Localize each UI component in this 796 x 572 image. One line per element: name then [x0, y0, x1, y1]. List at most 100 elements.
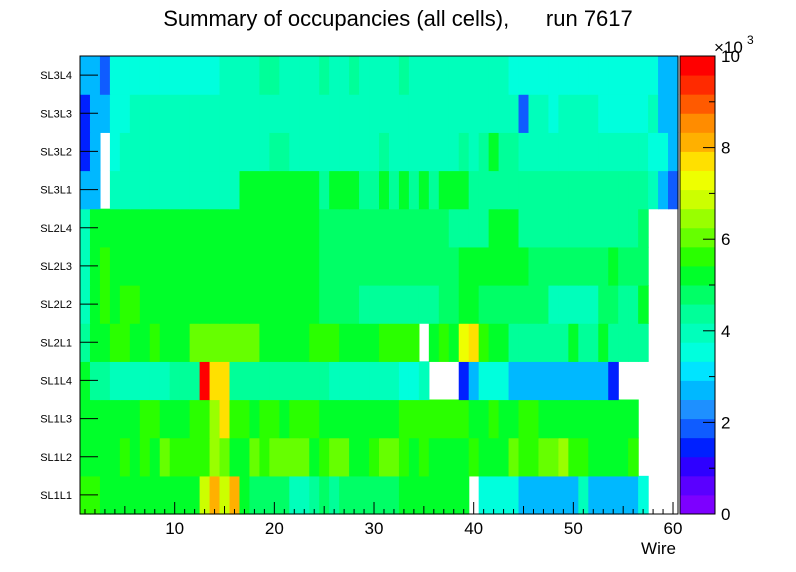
- heatmap-cell: [359, 132, 370, 172]
- heatmap-cell: [379, 323, 390, 362]
- heatmap-cell: [478, 170, 490, 210]
- colorbar-swatch: [680, 56, 715, 76]
- heatmap-cell: [159, 208, 171, 248]
- heatmap-cell: [339, 475, 350, 515]
- heatmap-cell: [518, 56, 530, 95]
- heatmap-cell: [229, 437, 241, 477]
- heatmap-cell: [339, 399, 350, 439]
- heatmap-cell: [608, 132, 619, 172]
- heatmap-cell: [249, 94, 260, 133]
- heatmap-cell: [498, 56, 510, 95]
- heatmap-cell: [259, 94, 270, 133]
- heatmap-cell: [508, 170, 520, 210]
- heatmap-cell: [498, 361, 510, 401]
- heatmap-cell: [339, 170, 350, 210]
- heatmap-cell: [239, 285, 251, 324]
- colorbar-swatch: [680, 437, 715, 458]
- heatmap-cell: [588, 246, 599, 286]
- y-tick-label: SL2L4: [40, 223, 72, 235]
- heatmap-cell: [388, 56, 400, 95]
- heatmap-cell: [578, 170, 589, 210]
- heatmap-cell: [668, 56, 679, 95]
- heatmap-cell: [289, 323, 300, 362]
- heatmap-cell: [558, 399, 569, 439]
- heatmap-cell: [648, 94, 659, 133]
- heatmap-cell: [468, 94, 480, 133]
- heatmap-cell: [99, 361, 111, 401]
- heatmap-cell: [478, 475, 490, 515]
- heatmap-cell: [309, 361, 320, 401]
- heatmap-cell: [209, 475, 221, 515]
- heatmap-cell: [339, 94, 350, 133]
- heatmap-cell: [109, 361, 121, 401]
- heatmap-cell: [588, 170, 599, 210]
- heatmap-cell: [478, 361, 490, 401]
- heatmap-cell: [119, 56, 131, 95]
- heatmap-cell: [548, 132, 559, 172]
- heatmap-cell: [618, 56, 629, 95]
- heatmap-cell: [528, 437, 540, 477]
- heatmap-cell: [528, 475, 540, 515]
- heatmap-cell: [169, 475, 181, 515]
- heatmap-cell: [289, 475, 300, 515]
- heatmap-cell: [179, 475, 191, 515]
- heatmap-cell: [488, 437, 500, 477]
- heatmap-cell: [179, 246, 191, 286]
- heatmap-cell: [269, 475, 280, 515]
- heatmap-cell: [608, 170, 619, 210]
- heatmap-cell: [438, 437, 450, 477]
- heatmap-cell: [458, 246, 470, 286]
- heatmap-cell: [209, 437, 221, 477]
- heatmap-cell: [578, 246, 589, 286]
- colorbar-exponent-power: 3: [747, 33, 754, 47]
- y-tick-label: SL2L2: [40, 299, 72, 311]
- heatmap-cell: [99, 399, 111, 439]
- heatmap-cell: [638, 475, 649, 515]
- heatmap-cell: [209, 246, 221, 286]
- heatmap-cell: [578, 399, 589, 439]
- heatmap-cell: [179, 56, 191, 95]
- heatmap-cell: [608, 475, 619, 515]
- heatmap-cell: [119, 132, 131, 172]
- heatmap-cell: [558, 475, 569, 515]
- heatmap-cell: [418, 285, 430, 324]
- heatmap-cell: [548, 56, 559, 95]
- heatmap-cell: [239, 323, 251, 362]
- heatmap-cell: [309, 475, 320, 515]
- heatmap-cell: [189, 475, 201, 515]
- heatmap-cell: [568, 323, 579, 362]
- heatmap-cell: [428, 170, 440, 210]
- heatmap-cell: [289, 132, 300, 172]
- heatmap-cell: [309, 323, 320, 362]
- heatmap-cell: [528, 208, 540, 248]
- x-tick-label: 20: [265, 519, 284, 538]
- heatmap-cell: [369, 170, 380, 210]
- heatmap-cell: [538, 285, 550, 324]
- heatmap-cell: [369, 56, 380, 95]
- heatmap-cell: [369, 399, 380, 439]
- heatmap-cell: [329, 475, 340, 515]
- heatmap-cell: [319, 246, 330, 286]
- heatmap-cell: [488, 323, 500, 362]
- heatmap-cell: [418, 56, 430, 95]
- heatmap-cell: [598, 94, 609, 133]
- heatmap-cell: [528, 399, 540, 439]
- heatmap-cell: [408, 475, 420, 515]
- heatmap-cell: [239, 361, 251, 401]
- heatmap-cell: [179, 170, 191, 210]
- heatmap-cell: [538, 208, 550, 248]
- heatmap-cell: [199, 399, 211, 439]
- y-tick-label: SL3L2: [40, 146, 72, 158]
- heatmap-cell: [518, 94, 530, 133]
- heatmap-cell: [249, 323, 260, 362]
- heatmap-cell: [349, 94, 360, 133]
- heatmap-cell: [488, 170, 500, 210]
- heatmap-cell: [159, 246, 171, 286]
- heatmap-cell: [169, 94, 181, 133]
- heatmap-cell: [279, 56, 290, 95]
- heatmap-cell: [359, 56, 370, 95]
- heatmap-cell: [329, 285, 340, 324]
- heatmap-cell: [448, 56, 460, 95]
- heatmap-cell: [608, 285, 619, 324]
